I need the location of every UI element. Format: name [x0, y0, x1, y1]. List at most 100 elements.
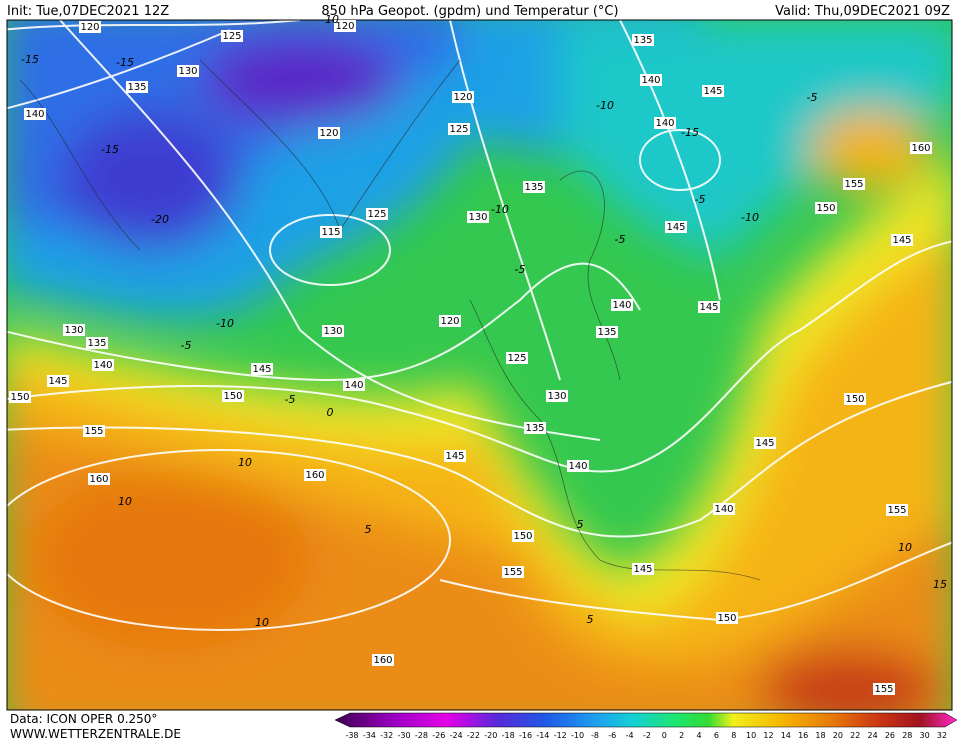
contour-label-text: 150: [845, 394, 864, 405]
contour-label-text: 145: [48, 376, 67, 387]
contour-label-text: 150: [513, 531, 532, 542]
contour-label-text: 135: [87, 338, 106, 349]
contour-label: 155: [873, 683, 895, 695]
contour-label: 155: [843, 178, 865, 190]
isotherm-label: -10: [596, 99, 614, 112]
contour-label: 130: [546, 390, 568, 402]
contour-label: 120: [79, 21, 101, 33]
contour-label-box: [366, 208, 388, 220]
contour-label: 140: [654, 117, 676, 129]
colorbar-tick-label: -24: [450, 731, 463, 740]
isotherm-label: -15: [116, 56, 134, 69]
contour-label: 125: [506, 352, 528, 364]
contour-label-box: [886, 504, 908, 516]
contour-label: 160: [910, 142, 932, 154]
contour-label-text: 115: [321, 227, 340, 238]
contour-label-box: [891, 234, 913, 246]
contour-label-text: 135: [524, 182, 543, 193]
contour-label-text: 135: [525, 423, 544, 434]
contour-label-box: [910, 142, 932, 154]
contour-label-text: 145: [755, 438, 774, 449]
contour-label: 145: [251, 363, 273, 375]
contour-label-box: [222, 390, 244, 402]
colorbar-tick-label: -30: [398, 731, 411, 740]
contour-label-text: 140: [568, 461, 587, 472]
contour-label-text: 125: [222, 31, 241, 42]
colorbar-tick-label: -4: [626, 731, 634, 740]
contour-label-text: 125: [449, 124, 468, 135]
contour-label-text: 150: [816, 203, 835, 214]
contour-label-box: [322, 325, 344, 337]
colorbar-tick-label: -6: [608, 731, 616, 740]
colorbar-tick-label: 6: [714, 731, 719, 740]
contour-label-text: 120: [453, 92, 472, 103]
contour-label-text: 140: [344, 380, 363, 391]
contour-label: 155: [83, 425, 105, 437]
contour-label: 140: [92, 359, 114, 371]
contour-label: 150: [844, 393, 866, 405]
isotherm-label: -5: [285, 393, 296, 406]
isotherm-label: 5: [587, 613, 594, 626]
isotherm-label: 10: [898, 541, 912, 554]
contour-label-box: [444, 450, 466, 462]
colorbar-tick-label: -18: [502, 731, 515, 740]
contour-label-text: 130: [547, 391, 566, 402]
contour-label-text: 160: [89, 474, 108, 485]
contour-label-box: [467, 211, 489, 223]
contour-label-text: 140: [641, 75, 660, 86]
isotherm-label: -10: [741, 211, 759, 224]
contour-label-box: [640, 74, 662, 86]
colorbar-tick-label: -10: [571, 731, 584, 740]
contour-label-box: [506, 352, 528, 364]
colorbar-tick-label: 14: [781, 731, 791, 740]
contour-label: 135: [523, 181, 545, 193]
colorbar-tick-label: 32: [937, 731, 947, 740]
contour-label: 155: [886, 504, 908, 516]
contour-label: 135: [126, 81, 148, 93]
colorbar-tick-label: 4: [697, 731, 702, 740]
contour-label-text: 140: [25, 109, 44, 120]
contour-label: 130: [63, 324, 85, 336]
colorbar-tick-label: 20: [833, 731, 843, 740]
contour-label: 150: [716, 612, 738, 624]
contour-label-box: [665, 221, 687, 233]
contour-label-text: 150: [223, 391, 242, 402]
contour-label-text: 155: [887, 505, 906, 516]
contour-label-box: [92, 359, 114, 371]
isotherm-label: -15: [21, 53, 39, 66]
isotherm-label: -10: [491, 203, 509, 216]
contour-label-text: 160: [911, 143, 930, 154]
contour-label: 160: [88, 473, 110, 485]
contour-label-text: 130: [64, 325, 83, 336]
contour-label-box: [24, 108, 46, 120]
colorbar-tick-label: -12: [554, 731, 567, 740]
colorbar-tick-label: -34: [363, 731, 376, 740]
contour-label-box: [754, 437, 776, 449]
contour-label: 145: [891, 234, 913, 246]
contour-label-text: 145: [666, 222, 685, 233]
isotherm-label: -15: [101, 143, 119, 156]
isotherm-label: -15: [681, 126, 699, 139]
contour-label: 150: [512, 530, 534, 542]
contour-label: 145: [47, 375, 69, 387]
colorbar-tick-label: 26: [885, 731, 895, 740]
contour-label-box: [221, 30, 243, 42]
isotherm-label: -5: [695, 193, 706, 206]
contour-label-box: [567, 460, 589, 472]
contour-label-box: [88, 473, 110, 485]
contour-label: 125: [221, 30, 243, 42]
contour-label-box: [372, 654, 394, 666]
valid-time: Valid: Thu,09DEC2021 09Z: [775, 4, 950, 19]
contour-label-box: [632, 563, 654, 575]
colorbar-tick-label: -2: [643, 731, 651, 740]
contour-label: 135: [86, 337, 108, 349]
contour-label: 120: [334, 20, 356, 32]
contour-label-box: [698, 301, 720, 313]
contour-label-text: 155: [84, 426, 103, 437]
contour-label: 145: [754, 437, 776, 449]
contour-label-box: [318, 127, 340, 139]
isotherm-label: -10: [321, 13, 339, 26]
contour-label: 150: [9, 391, 31, 403]
colorbar-tick-label: 18: [815, 731, 825, 740]
